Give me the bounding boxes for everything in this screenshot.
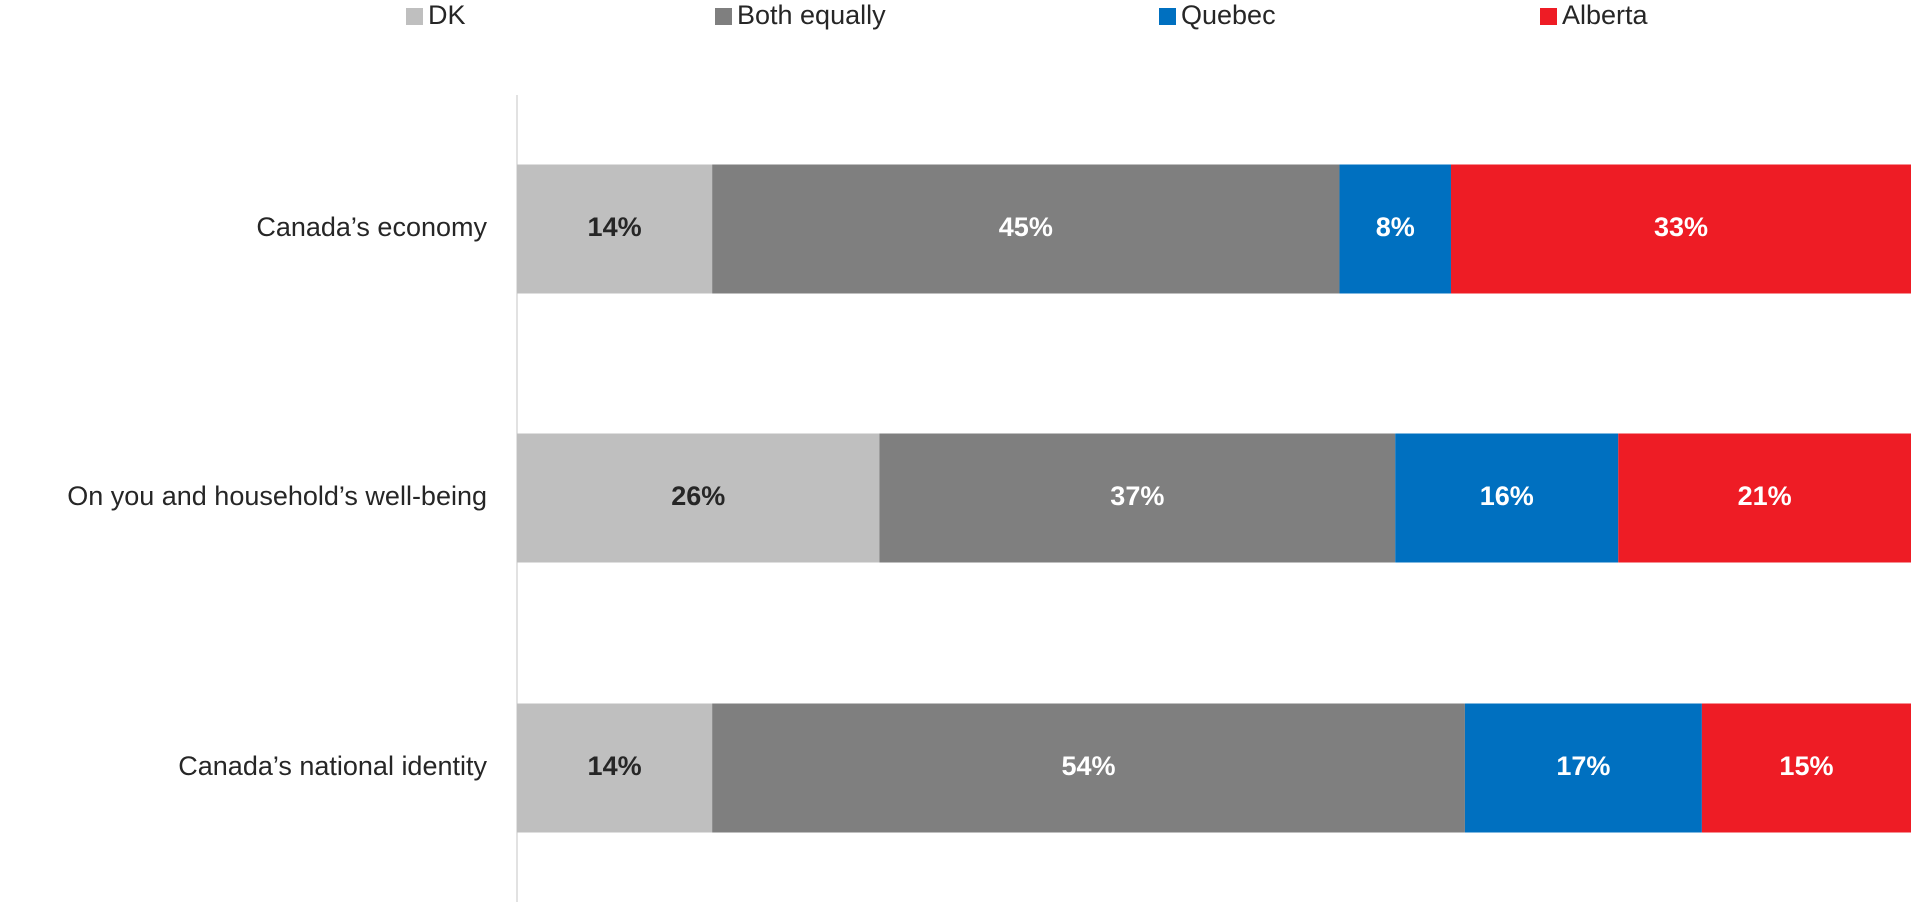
value-label: 45% [999, 212, 1053, 242]
bar-segment [1464, 703, 1702, 833]
bar-segment [1450, 164, 1911, 294]
legend-swatch [1159, 8, 1176, 25]
value-label: 15% [1779, 751, 1833, 781]
bar-segment [517, 164, 713, 294]
value-label: 26% [671, 481, 725, 511]
legend-label: Quebec [1181, 0, 1276, 30]
bar-segment [712, 703, 1465, 833]
category-label: Canada’s national identity [178, 751, 487, 781]
bar-segment [712, 164, 1340, 294]
value-label: 14% [588, 751, 642, 781]
legend-label: DK [428, 0, 466, 30]
legend-swatch [715, 8, 732, 25]
value-label: 16% [1480, 481, 1534, 511]
value-label: 8% [1376, 212, 1415, 242]
legend-swatch [1540, 8, 1557, 25]
value-label: 17% [1556, 751, 1610, 781]
bar-segment [879, 433, 1396, 563]
bar-segment [1701, 703, 1911, 833]
legend-label: Alberta [1562, 0, 1649, 30]
bar-segment [1395, 433, 1619, 563]
bar-segment [1339, 164, 1451, 294]
value-label: 37% [1110, 481, 1164, 511]
value-label: 54% [1062, 751, 1116, 781]
bar-segment [517, 703, 713, 833]
category-label: Canada’s economy [256, 212, 487, 242]
legend-swatch [406, 8, 423, 25]
category-label: On you and household’s well-being [67, 481, 487, 511]
value-label: 21% [1738, 481, 1792, 511]
bar-segment [517, 433, 880, 563]
legend-label: Both equally [737, 0, 886, 30]
bar-segment [1618, 433, 1911, 563]
value-label: 33% [1654, 212, 1708, 242]
value-label: 14% [588, 212, 642, 242]
